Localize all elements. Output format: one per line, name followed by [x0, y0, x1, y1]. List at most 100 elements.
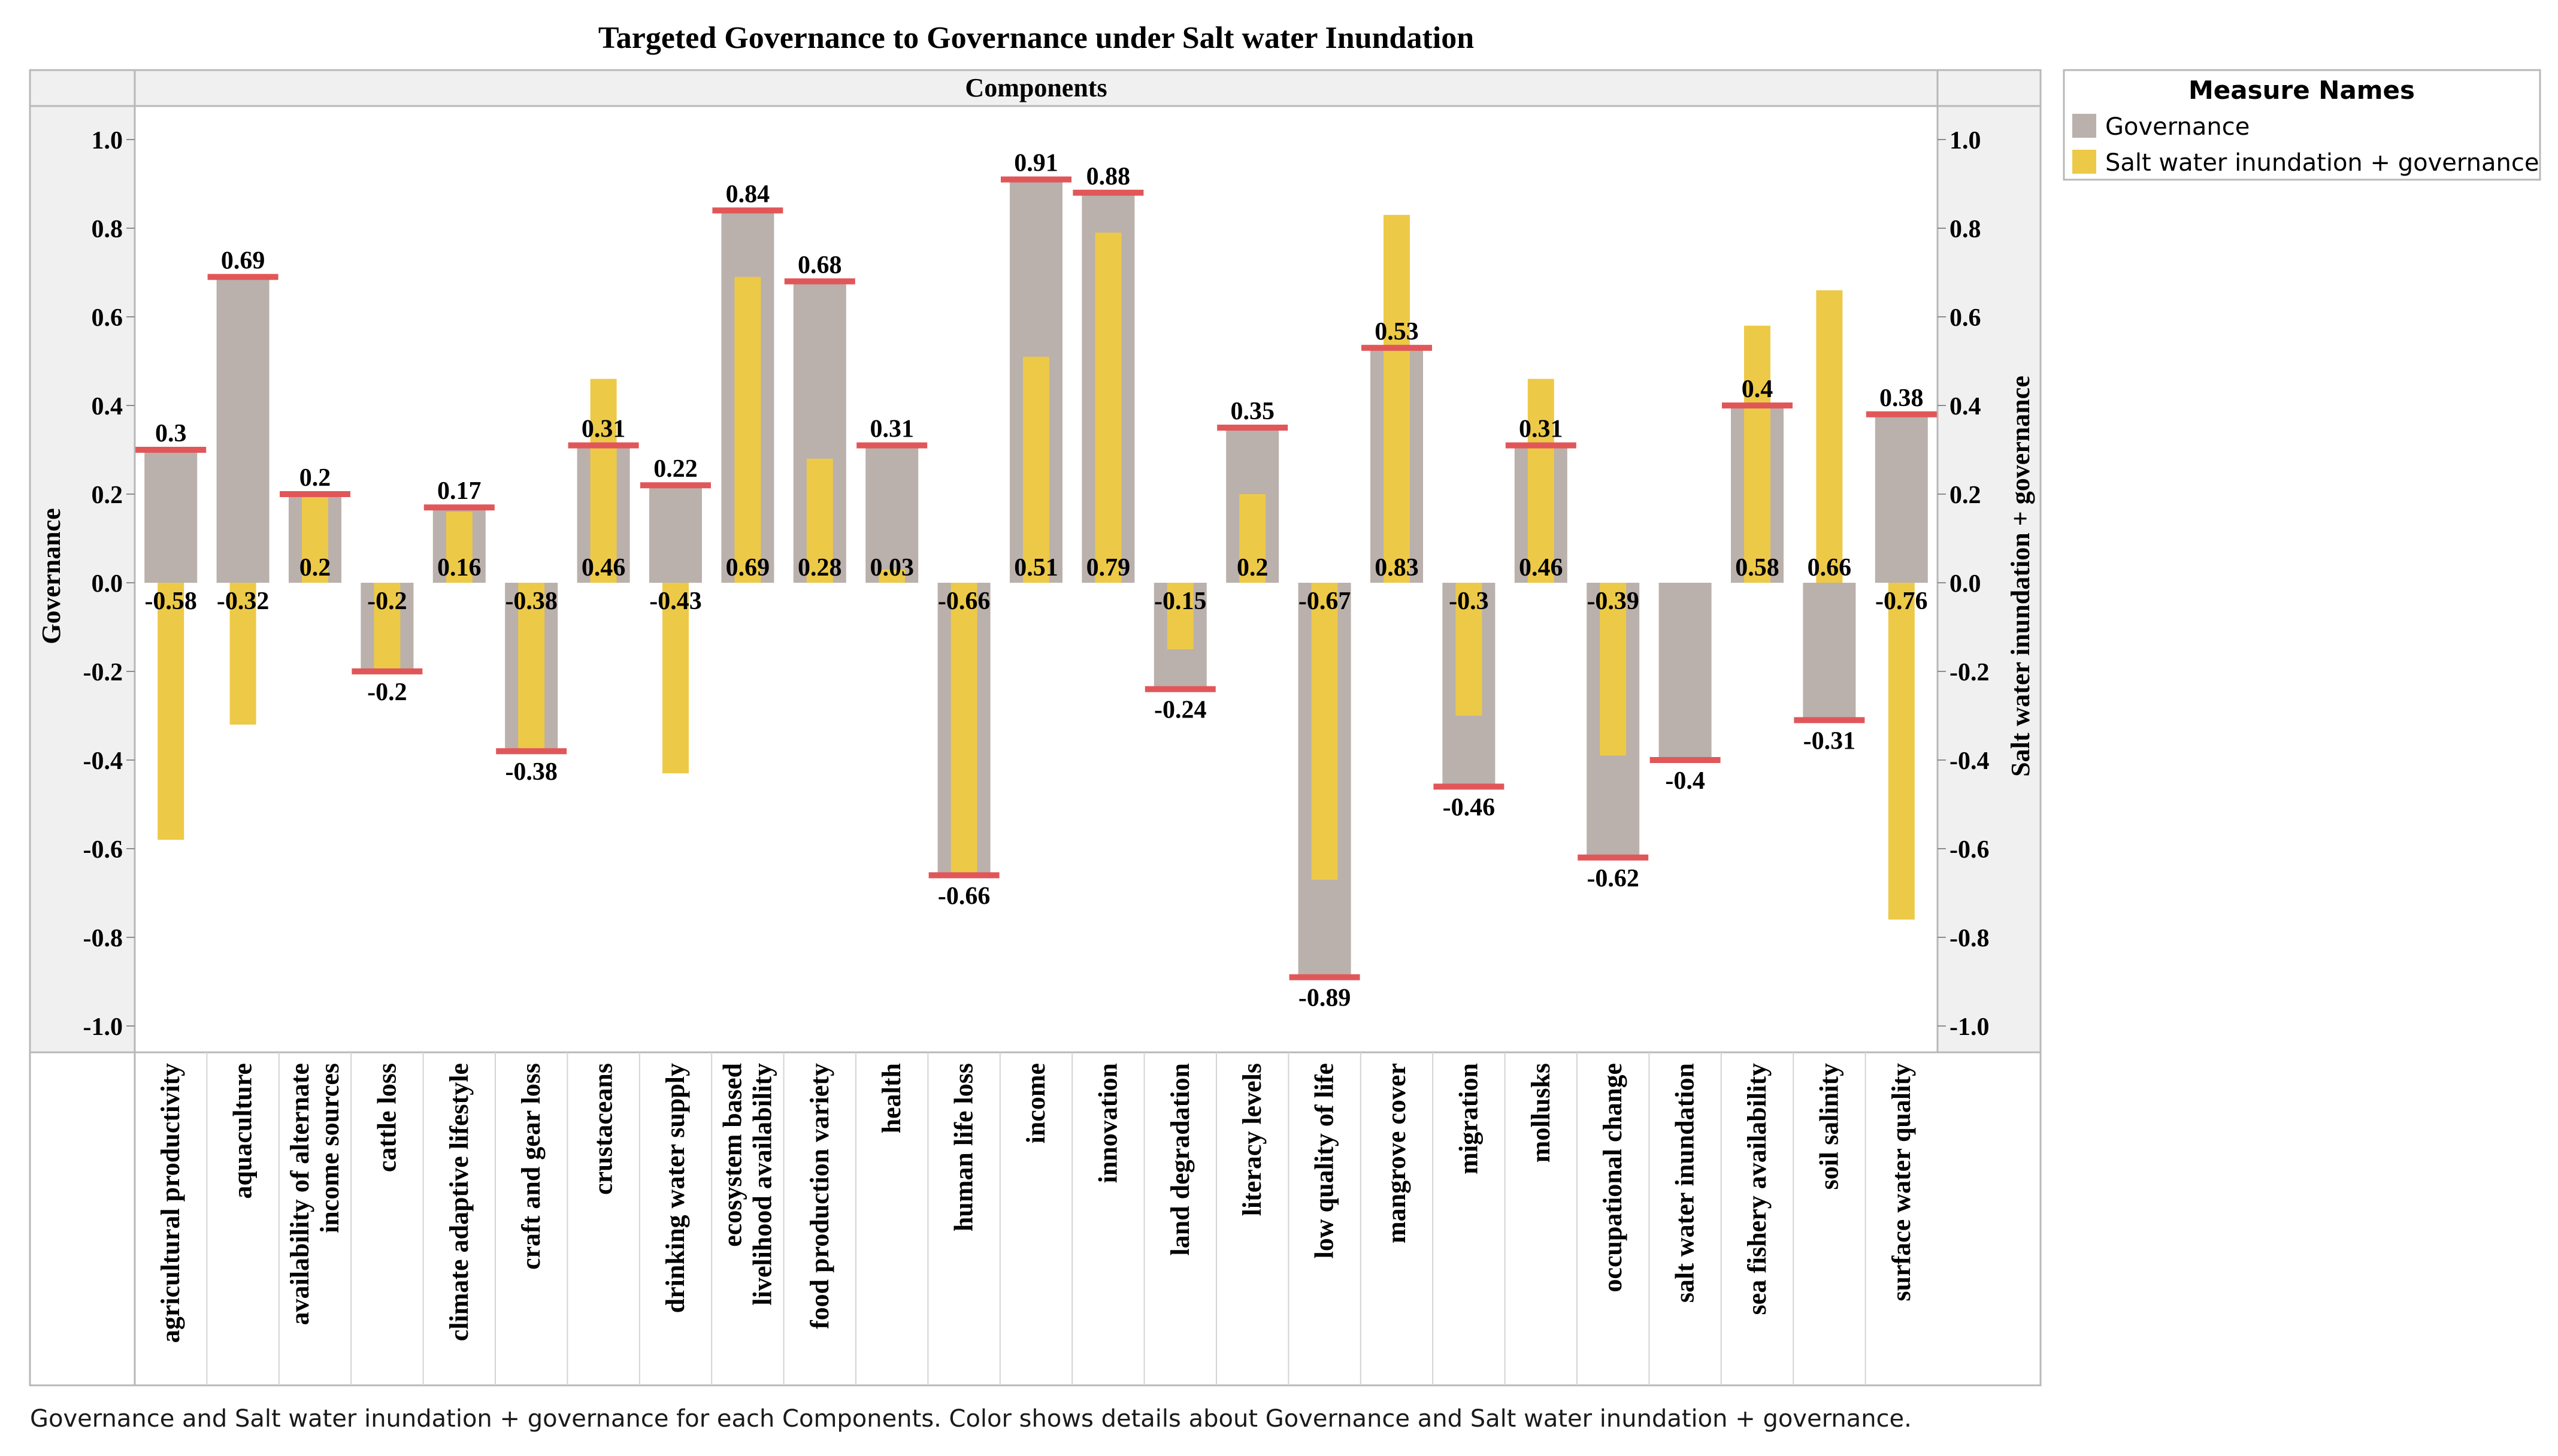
salt-water-bar — [950, 583, 977, 876]
category-label-land-degradation: land degradation — [1166, 1063, 1195, 1256]
governance-bar — [1875, 414, 1928, 583]
y-tick-label-right: 0.6 — [1949, 304, 1981, 332]
salt-water-bar — [302, 494, 328, 583]
category-label-health: health — [877, 1063, 906, 1133]
category-label-literacy-levels: literacy levels — [1237, 1063, 1267, 1216]
governance-data-label: 0.68 — [798, 252, 842, 279]
salt-water-bar — [1167, 583, 1194, 649]
governance-bar — [1803, 583, 1856, 721]
legend-title: Measure Names — [2188, 75, 2415, 105]
governance-bar — [216, 277, 270, 583]
salt-water-data-label: 0.16 — [437, 554, 482, 582]
salt-water-data-label: -0.43 — [649, 588, 702, 615]
salt-water-data-label: 0.58 — [1735, 554, 1779, 582]
right-axis-panel — [1938, 70, 2041, 1052]
salt-water-bar — [446, 511, 473, 583]
governance-data-label: 0.17 — [437, 477, 482, 505]
salt-water-data-label: -0.32 — [217, 588, 270, 615]
y-tick-label-right: 0.0 — [1949, 570, 1981, 598]
salt-water-bar — [662, 583, 689, 774]
salt-water-bar — [1527, 379, 1554, 583]
category-label-ecosystem-based-livelihood-availability: ecosystem based — [718, 1063, 747, 1247]
category-label-food-production-variety: food production variety — [805, 1063, 834, 1329]
governance-data-label: 0.2 — [299, 464, 331, 492]
governance-data-label: -0.31 — [1803, 727, 1856, 755]
salt-water-data-label: 0.46 — [1519, 554, 1563, 582]
governance-bar — [649, 485, 702, 583]
category-label-craft-and-gear-loss: craft and gear loss — [516, 1063, 546, 1270]
y-tick-label-right: -0.8 — [1949, 925, 1990, 952]
salt-water-bar — [1023, 356, 1049, 583]
category-label-human-life-loss: human life loss — [949, 1063, 979, 1231]
legend: Measure Names Governance Salt water inun… — [2063, 69, 2541, 181]
legend-label-salt-water: Salt water inundation + governance — [2105, 149, 2539, 177]
governance-data-label: 0.88 — [1086, 163, 1131, 190]
category-label-availability-of-alternate-income-sources: availability of alternate — [285, 1063, 314, 1325]
category-label-drinking-water-supply: drinking water supply — [661, 1063, 690, 1313]
salt-water-bar — [518, 583, 545, 752]
salt-water-bar — [734, 277, 761, 583]
category-label-migration: migration — [1454, 1063, 1483, 1175]
category-label-innovation: innovation — [1093, 1063, 1122, 1183]
salt-water-bars — [158, 214, 1915, 920]
legend-box — [2063, 69, 2541, 181]
salt-water-data-label: 0.2 — [299, 554, 331, 582]
governance-data-label: 0.84 — [726, 180, 770, 208]
legend-swatch-governance — [2072, 114, 2096, 138]
salt-water-data-label: -0.66 — [938, 588, 991, 615]
governance-reference-lines — [135, 176, 1937, 980]
salt-water-data-label: 0.28 — [798, 554, 842, 582]
y-tick-label-left: -0.4 — [83, 747, 123, 775]
y-tick-label-right: -0.2 — [1949, 659, 1990, 686]
salt-water-bar — [1816, 290, 1843, 583]
salt-water-bar — [879, 569, 906, 583]
category-label-mangrove-cover: mangrove cover — [1382, 1063, 1411, 1243]
category-label-agricultural-productivity: agricultural productivity — [156, 1063, 185, 1343]
salt-water-data-label: -0.39 — [1587, 588, 1639, 615]
governance-data-label: 0.69 — [221, 247, 265, 274]
y-tick-label-left: 1.0 — [92, 127, 123, 155]
governance-data-label: 0.38 — [1879, 385, 1924, 412]
chart-title: Targeted Governance to Governance under … — [598, 21, 1474, 55]
category-label-salt-water-inundation: salt water inundation — [1670, 1063, 1700, 1303]
salt-water-bar — [590, 379, 617, 583]
salt-water-bar — [1744, 325, 1770, 583]
salt-water-data-label: -0.58 — [144, 588, 197, 615]
salt-water-data-label: 0.66 — [1808, 554, 1852, 582]
chart-caption: Governance and Salt water inundation + g… — [30, 1405, 1912, 1433]
governance-data-label: 0.35 — [1230, 398, 1275, 425]
governance-bar — [144, 450, 198, 583]
y-tick-label-right: -0.4 — [1949, 747, 1990, 775]
governance-data-label: 0.3 — [155, 420, 187, 447]
y-axis-ticks-right: 1.0 0.8 0.6 0.4 0.2 0.0 -0.2 -0.4 -0.6 -0.8 -1.0 — [1938, 127, 1990, 1041]
y-axis-label-left: Governance — [37, 508, 66, 644]
category-dividers — [206, 1052, 1866, 1385]
salt-water-data-label: 0.79 — [1086, 554, 1131, 582]
y-tick-label-left: 0.4 — [92, 393, 123, 420]
category-label-availability-of-alternate-income-sources: income sources — [315, 1063, 344, 1233]
salt-water-bar — [1311, 583, 1338, 880]
salt-water-data-label: -0.3 — [1449, 588, 1489, 615]
governance-data-label: 0.31 — [1519, 416, 1563, 443]
salt-water-data-label: 0.03 — [870, 554, 914, 582]
category-label-occupational-change: occupational change — [1598, 1063, 1627, 1292]
category-label-aquaculture: aquaculture — [228, 1063, 258, 1199]
governance-data-label: -0.2 — [367, 679, 407, 706]
category-label-income: income — [1021, 1063, 1051, 1143]
y-tick-label-left: -0.8 — [83, 925, 123, 952]
salt-water-data-labels: -0.58 -0.32 0.2 -0.2 0.16 -0.38 0.46 -0.43 0.69 0… — [144, 554, 1927, 615]
y-tick-label-right: 0.2 — [1949, 482, 1981, 509]
governance-data-label: -0.66 — [938, 882, 991, 910]
salt-water-data-label: -0.38 — [505, 588, 558, 615]
y-tick-label-right: -0.6 — [1949, 836, 1990, 864]
governance-data-label: 0.91 — [1014, 150, 1058, 177]
salt-water-data-label: 0.46 — [582, 554, 626, 582]
salt-water-bar — [1888, 583, 1915, 920]
category-labels: agricultural productivity aquaculture avai… — [156, 1063, 1916, 1343]
legend-swatch-salt-water — [2072, 150, 2096, 174]
governance-bar — [1658, 583, 1712, 760]
category-label-mollusks: mollusks — [1526, 1063, 1555, 1163]
salt-water-data-label: 0.51 — [1014, 554, 1058, 582]
governance-data-label: 0.4 — [1742, 376, 1773, 403]
